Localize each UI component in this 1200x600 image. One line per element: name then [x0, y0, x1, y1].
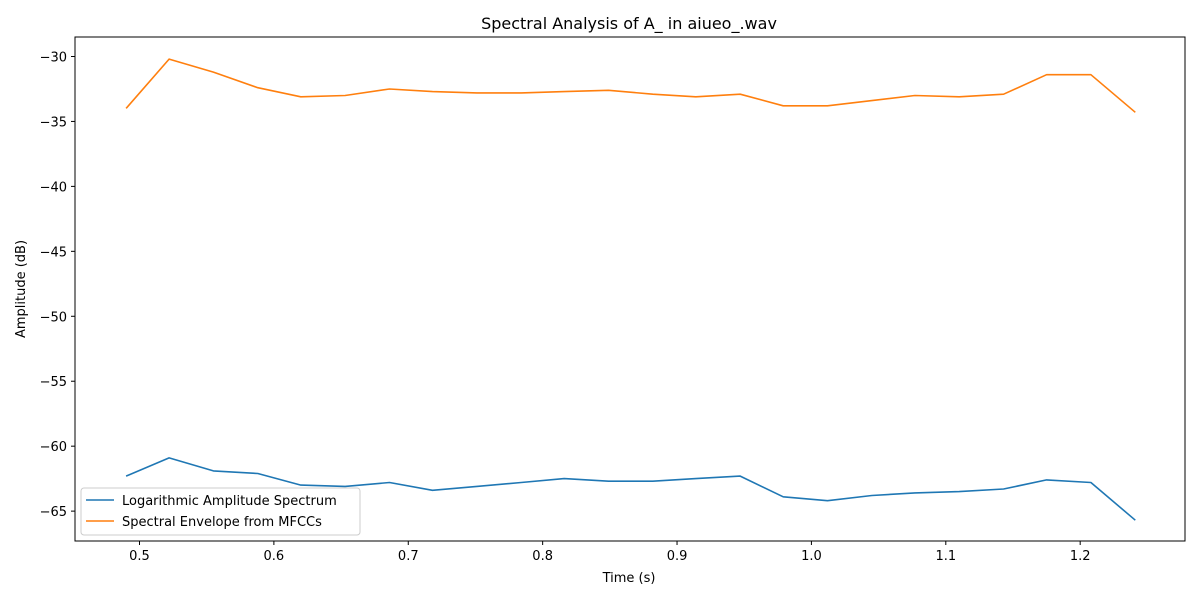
x-tick-label: 0.7 — [398, 549, 419, 564]
y-tick-label: −50 — [40, 310, 67, 325]
y-tick-label: −55 — [40, 375, 67, 390]
legend: Logarithmic Amplitude Spectrum Spectral … — [80, 487, 361, 536]
y-tick-label: −60 — [40, 440, 67, 455]
series-mfcc-spectral-envelope — [125, 58, 1136, 113]
x-tick-label: 1.2 — [1070, 549, 1091, 564]
legend-box — [80, 487, 361, 536]
x-tick-label: 0.5 — [129, 549, 150, 564]
x-tick-label: 0.6 — [264, 549, 285, 564]
y-tick-label: −45 — [40, 245, 67, 260]
y-tick-label: −65 — [40, 505, 67, 520]
y-tick-label: −40 — [40, 180, 67, 195]
legend-label-log-spectrum: Logarithmic Amplitude Spectrum — [122, 494, 337, 509]
legend-label-mfcc-envelope: Spectral Envelope from MFCCs — [122, 515, 322, 530]
plot-area-frame — [74, 36, 1186, 542]
x-axis: 0.5 0.6 0.7 0.8 0.9 1.0 1.1 1.2 — [129, 541, 1091, 564]
series-log-amplitude-spectrum — [125, 457, 1136, 521]
y-axis: −30 −35 −40 −45 −50 −55 −60 −65 — [40, 50, 75, 520]
y-tick-label: −30 — [40, 50, 67, 65]
chart-title: Spectral Analysis of A_ in aiueo_.wav — [481, 14, 777, 34]
x-tick-label: 0.8 — [532, 549, 553, 564]
plot-lines — [125, 58, 1136, 521]
x-tick-label: 1.0 — [801, 549, 822, 564]
y-tick-label: −35 — [40, 115, 67, 130]
x-tick-label: 1.1 — [935, 549, 956, 564]
x-tick-label: 0.9 — [667, 549, 688, 564]
y-axis-title: Amplitude (dB) — [14, 240, 29, 338]
x-axis-title: Time (s) — [602, 571, 656, 586]
